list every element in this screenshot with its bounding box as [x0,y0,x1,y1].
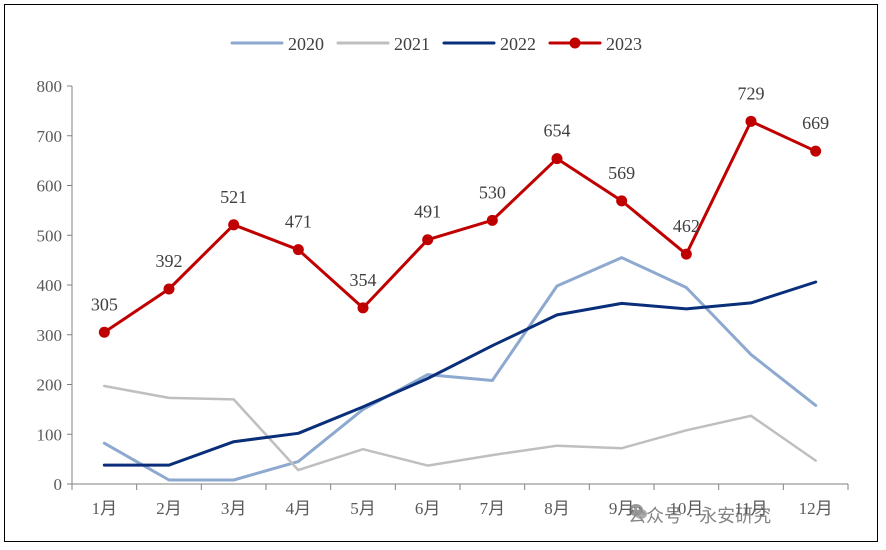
x-tick-label: 3月 [221,499,247,518]
axes: 0 100 200 300 400 500 600 700 800 1月 2月 3月 4月 5月 6月 7月 8… [37,77,849,518]
x-tick-label: 2月 [156,499,182,518]
x-tick-label: 8月 [544,499,570,518]
x-tick-label: 6月 [415,499,441,518]
data-labels: 305 392 521 471 354 491 530 654 569 462 729 669 [91,83,829,314]
legend-label-2022: 2022 [500,34,536,54]
data-label-2023: 305 [91,294,118,314]
point-2023 [680,248,692,260]
data-label-2023: 354 [350,270,377,290]
legend: 2020 2021 2022 2023 [230,34,642,54]
data-label-2023: 669 [802,113,829,133]
series-line-2022 [102,280,818,467]
x-tick-label: 1月 [92,499,118,518]
legend-marker-2023 [569,37,581,49]
point-2023 [228,219,240,231]
x-tick-label: 10月 [669,499,703,518]
point-2023 [357,302,369,314]
data-label-2023: 530 [479,182,506,202]
y-tick-label: 0 [54,475,63,494]
legend-label-2021: 2021 [394,34,430,54]
y-tick-label: 600 [37,177,63,196]
data-label-2023: 521 [220,187,247,207]
data-label-2023: 462 [673,216,700,236]
chart-frame [4,4,878,542]
wechat-icon [629,504,647,519]
y-tick-label: 800 [37,77,63,96]
point-2023 [810,145,822,157]
point-2023 [616,195,628,207]
data-label-2023: 471 [285,212,312,232]
point-2023 [745,115,757,127]
x-tick-label: 9月 [609,499,635,518]
data-label-2023: 654 [544,121,571,141]
point-2023 [551,153,563,165]
x-tick-label: 12月 [799,499,833,518]
point-2023 [292,244,304,256]
series-line-2023 [102,119,818,334]
x-tick-label: 7月 [480,499,506,518]
y-tick-label: 700 [37,127,63,146]
point-2023 [98,326,110,338]
series-line-2020 [102,256,818,482]
data-label-2023: 491 [414,202,441,222]
x-tick-label: 11月 [734,499,767,518]
legend-label-2023: 2023 [606,34,642,54]
data-label-2023: 392 [156,251,183,271]
data-label-2023: 569 [608,163,635,183]
point-2023 [163,283,175,295]
y-tick-label: 500 [37,226,63,245]
x-tick-label: 4月 [286,499,312,518]
x-tick-label: 5月 [350,499,376,518]
y-tick-label: 100 [37,425,63,444]
y-tick-label: 200 [37,376,63,395]
series-lines [98,115,822,482]
point-2023 [486,214,498,226]
watermark-text: 公众号 · 永安研究 [628,506,772,527]
y-tick-label: 400 [37,276,63,295]
watermark: 公众号 · 永安研究 [628,502,771,528]
series-line-2021 [103,384,817,472]
y-tick-label: 300 [37,326,63,345]
legend-label-2020: 2020 [288,34,324,54]
data-label-2023: 729 [738,83,765,103]
point-2023 [422,234,434,246]
